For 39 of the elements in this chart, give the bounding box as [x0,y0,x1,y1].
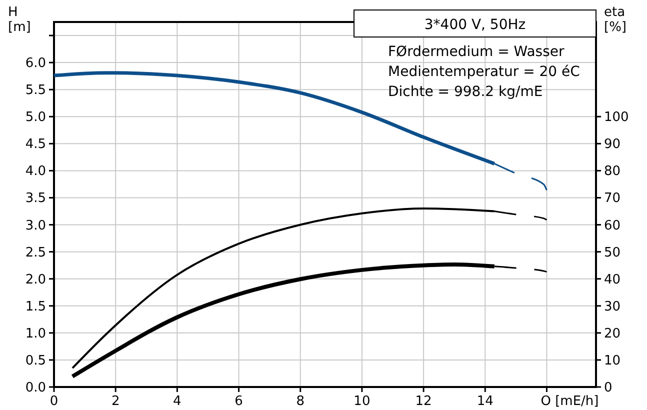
x-tick-label: 0 [50,394,58,409]
y2-tick-label: 50 [604,245,621,260]
y-tick-label: 1.0 [25,326,46,342]
y2-tick-label: 30 [604,299,621,314]
y-tick-label: 2.5 [25,245,46,260]
y-axis-title: H [m] [8,5,31,35]
y-tick-label: 0.0 [25,380,46,396]
y-tick-label: 1.5 [25,299,46,314]
annotation: FØrdermedium = Wasser [388,44,564,60]
x-axis-title: O [mE/h] [540,394,599,409]
y2-tick-label: 100 [604,110,629,126]
y-tick-label: 3.5 [25,191,46,206]
y-tick-label: 5.0 [25,110,46,126]
y-tick-label: 3.0 [25,218,46,234]
y2-tick-label: 90 [604,137,621,152]
y2-tick-label: 60 [604,218,621,234]
chart-title: 3*400 V, 50Hz [424,17,526,33]
x-tick-label: 14 [476,394,494,409]
x-tick-label: 2 [111,394,120,409]
x-tick-label: 8 [296,394,305,409]
annotation: Dichte = 998.2 kg/mE [388,84,543,100]
y-tick-label: 2.0 [25,272,46,288]
annotation: Medientemperatur = 20 éC [388,64,580,80]
x-tick-label: 4 [173,394,182,409]
y2-tick-label: 40 [604,272,621,288]
x-tick-label: 6 [234,394,243,409]
x-tick-label: 12 [415,394,432,409]
y-tick-label: 4.5 [25,137,46,152]
y2-tick-label: 80 [604,164,621,180]
y-tick-label: 6.0 [25,56,46,72]
y-tick-label: 4.0 [25,164,46,180]
x-tick-label: 10 [354,394,370,409]
y2-tick-label: 10 [604,353,621,368]
y2-tick-label: 20 [604,326,621,342]
y2-tick-label: 70 [604,191,621,206]
y2-axis-title: eta [%] [604,5,626,35]
y2-tick-label: 0 [604,380,612,396]
y-tick-label: 5.5 [25,83,46,98]
y-tick-label: 0.5 [25,353,46,368]
